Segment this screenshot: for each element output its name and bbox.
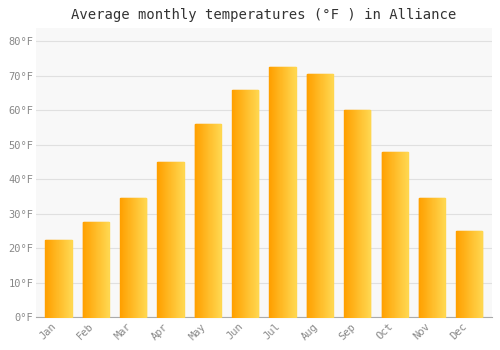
Title: Average monthly temperatures (°F ) in Alliance: Average monthly temperatures (°F ) in Al…: [72, 8, 456, 22]
